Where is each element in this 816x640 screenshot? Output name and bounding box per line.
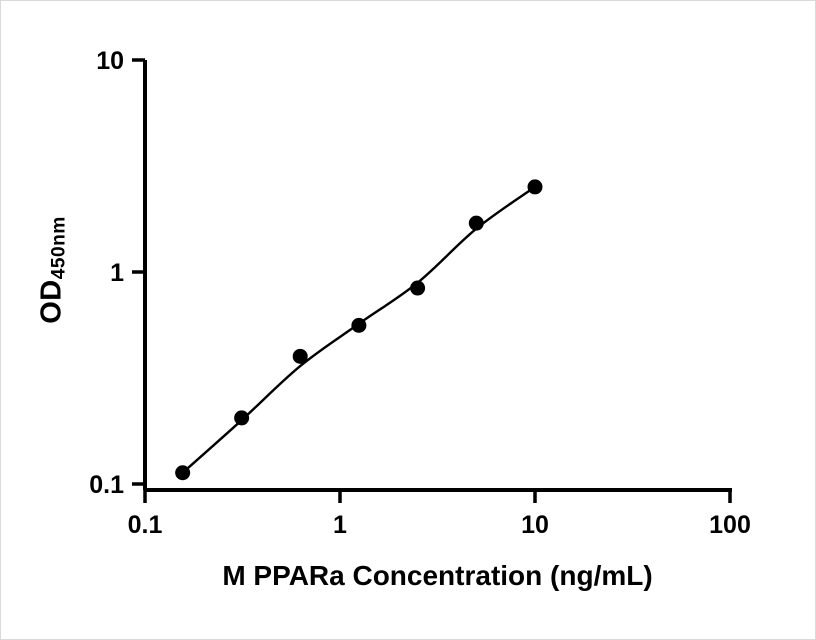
y-tick-label: 10 xyxy=(96,47,124,75)
data-point xyxy=(234,410,250,426)
x-tick-label: 100 xyxy=(709,511,751,539)
x-tick-label: 10 xyxy=(521,511,549,539)
data-point xyxy=(175,465,191,481)
y-tick-label: 0.1 xyxy=(89,471,124,499)
data-point xyxy=(292,348,308,364)
y-axis-title: OD450nm xyxy=(35,216,70,324)
data-point xyxy=(527,179,543,195)
y-axis-title-main: OD xyxy=(35,279,68,324)
x-axis-title: M PPARa Concentration (ng/mL) xyxy=(222,560,653,591)
data-point xyxy=(410,280,426,296)
y-axis-title-sub: 450nm xyxy=(48,216,70,280)
data-point xyxy=(468,215,484,231)
x-tick-label: 1 xyxy=(333,511,347,539)
data-point xyxy=(351,317,367,333)
x-tick-label: 0.1 xyxy=(128,511,163,539)
y-tick-label: 1 xyxy=(110,259,124,287)
